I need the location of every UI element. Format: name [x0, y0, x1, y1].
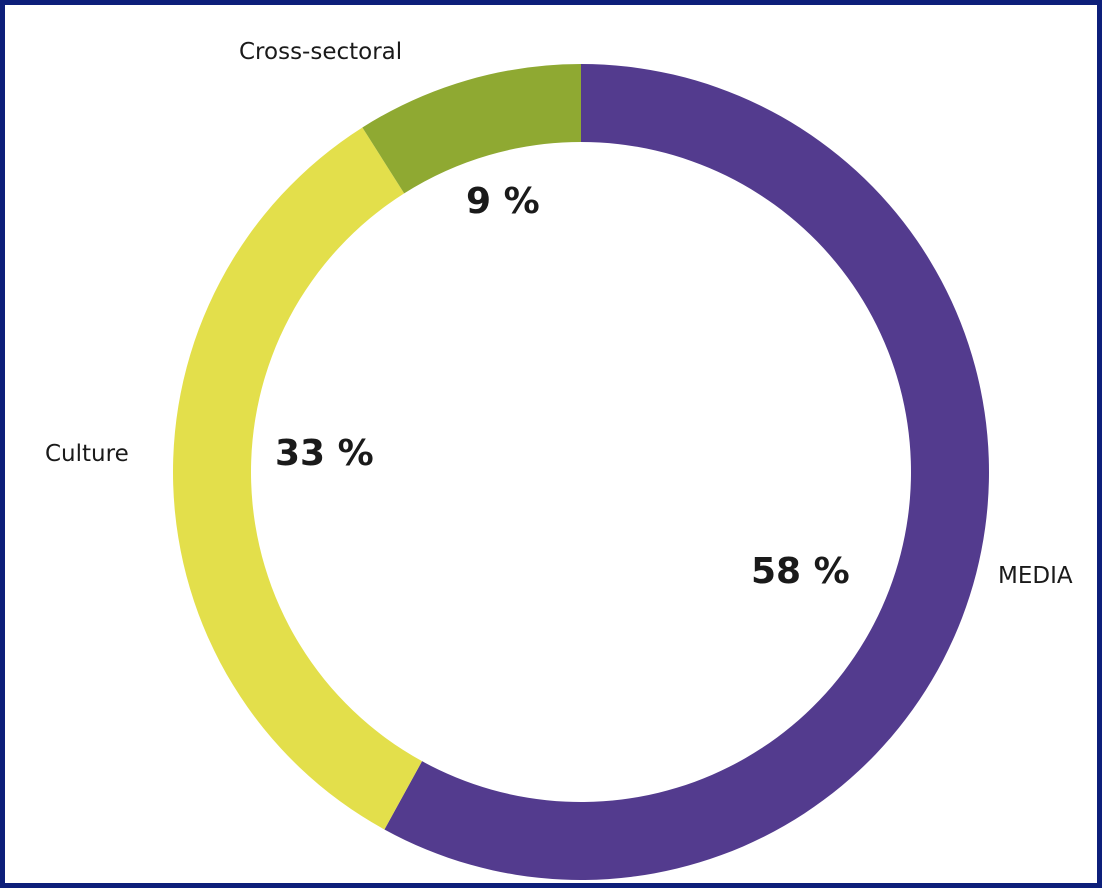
slice-value-media: 58 % [751, 551, 850, 592]
slice-label-culture: Culture [45, 441, 129, 467]
slice-label-media: MEDIA [998, 563, 1073, 589]
donut-slices [172, 63, 990, 880]
slice-culture [172, 127, 423, 830]
slice-value-cross-sectoral: 9 % [466, 181, 540, 222]
slice-media [384, 64, 990, 880]
slice-value-culture: 33 % [275, 433, 374, 474]
slice-label-cross-sectoral: Cross-sectoral [239, 39, 402, 65]
slice-cross-sectoral [362, 63, 581, 194]
donut-chart: MEDIA Culture Cross-sectoral 58 % 33 % 9… [45, 39, 1073, 880]
